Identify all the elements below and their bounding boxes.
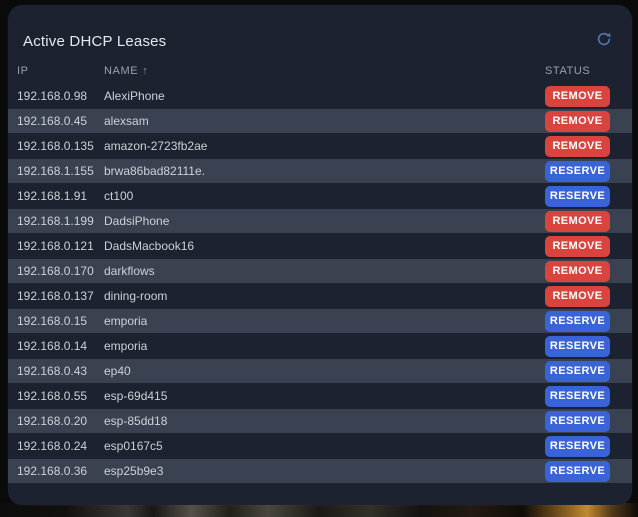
dhcp-leases-panel: Active DHCP Leases IP NAME ↑ STATUS 192.1… <box>8 5 632 505</box>
lease-name: esp-85dd18 <box>104 414 168 428</box>
lease-ip: 192.168.0.20 <box>17 414 88 428</box>
table-row: 192.168.0.137 dining-room REMOVE <box>8 284 632 308</box>
lease-status-cell: RESERVE <box>545 335 610 357</box>
remove-button[interactable]: REMOVE <box>545 285 610 307</box>
lease-ip: 192.168.0.24 <box>17 439 88 453</box>
remove-button[interactable]: REMOVE <box>545 235 610 257</box>
lease-status-cell: REMOVE <box>545 85 610 107</box>
lease-name: alexsam <box>104 114 149 128</box>
lease-ip: 192.168.1.199 <box>17 214 94 228</box>
lease-ip: 192.168.1.155 <box>17 164 94 178</box>
table-row: 192.168.0.121 DadsMacbook16 REMOVE <box>8 234 632 258</box>
leases-table: 192.168.0.98 AlexiPhone REMOVE 192.168.0… <box>8 83 632 485</box>
reserve-button[interactable]: RESERVE <box>545 460 610 482</box>
remove-button[interactable]: REMOVE <box>545 260 610 282</box>
reserve-button[interactable]: RESERVE <box>545 160 610 182</box>
table-row: 192.168.0.45 alexsam REMOVE <box>8 109 632 133</box>
table-row: 192.168.1.91 ct100 RESERVE <box>8 184 632 208</box>
lease-name: ep40 <box>104 364 131 378</box>
column-header-ip[interactable]: IP <box>17 65 29 77</box>
remove-button[interactable]: REMOVE <box>545 210 610 232</box>
desktop-background-strip <box>0 503 638 517</box>
lease-ip: 192.168.0.98 <box>17 89 88 103</box>
reserve-button[interactable]: RESERVE <box>545 385 610 407</box>
lease-name: emporia <box>104 339 148 353</box>
table-row: 192.168.0.36 esp25b9e3 RESERVE <box>8 459 632 483</box>
refresh-icon[interactable] <box>596 31 612 47</box>
remove-button[interactable]: REMOVE <box>545 85 610 107</box>
table-row: 192.168.0.43 ep40 RESERVE <box>8 359 632 383</box>
remove-button[interactable]: REMOVE <box>545 135 610 157</box>
lease-status-cell: REMOVE <box>545 135 610 157</box>
lease-name: brwa86bad82111e. <box>104 164 205 178</box>
remove-button[interactable]: REMOVE <box>545 110 610 132</box>
reserve-button[interactable]: RESERVE <box>545 310 610 332</box>
lease-status-cell: REMOVE <box>545 110 610 132</box>
lease-name: esp-69d415 <box>104 389 168 403</box>
lease-ip: 192.168.0.121 <box>17 239 94 253</box>
reserve-button[interactable]: RESERVE <box>545 360 610 382</box>
lease-status-cell: RESERVE <box>545 310 610 332</box>
reserve-button[interactable]: RESERVE <box>545 335 610 357</box>
lease-ip: 192.168.0.55 <box>17 389 88 403</box>
lease-name: esp0167c5 <box>104 439 163 453</box>
table-row: 192.168.1.155 brwa86bad82111e. RESERVE <box>8 159 632 183</box>
lease-name: dining-room <box>104 289 168 303</box>
lease-ip: 192.168.0.45 <box>17 114 88 128</box>
table-row: 192.168.0.170 darkflows REMOVE <box>8 259 632 283</box>
table-row: 192.168.0.135 amazon-2723fb2ae REMOVE <box>8 134 632 158</box>
sort-ascending-icon: ↑ <box>142 65 149 77</box>
lease-status-cell: RESERVE <box>545 160 610 182</box>
lease-status-cell: REMOVE <box>545 285 610 307</box>
lease-name: DadsMacbook16 <box>104 239 195 253</box>
table-row: 192.168.0.14 emporia RESERVE <box>8 334 632 358</box>
lease-status-cell: RESERVE <box>545 435 610 457</box>
lease-status-cell: RESERVE <box>545 360 610 382</box>
lease-ip: 192.168.1.91 <box>17 189 88 203</box>
lease-ip: 192.168.0.43 <box>17 364 88 378</box>
lease-name: AlexiPhone <box>104 89 165 103</box>
lease-ip: 192.168.0.15 <box>17 314 88 328</box>
lease-status-cell: REMOVE <box>545 260 610 282</box>
table-row: 192.168.0.24 esp0167c5 RESERVE <box>8 434 632 458</box>
reserve-button[interactable]: RESERVE <box>545 410 610 432</box>
table-row: 192.168.0.98 AlexiPhone REMOVE <box>8 84 632 108</box>
lease-ip: 192.168.0.36 <box>17 464 88 478</box>
reserve-button[interactable]: RESERVE <box>545 185 610 207</box>
lease-name: emporia <box>104 314 148 328</box>
reserve-button[interactable]: RESERVE <box>545 435 610 457</box>
lease-name: darkflows <box>104 264 155 278</box>
lease-name: ct100 <box>104 189 134 203</box>
panel-title: Active DHCP Leases <box>23 33 167 50</box>
lease-ip: 192.168.0.170 <box>17 264 94 278</box>
table-row: 192.168.0.20 esp-85dd18 RESERVE <box>8 409 632 433</box>
lease-ip: 192.168.0.135 <box>17 139 94 153</box>
lease-status-cell: RESERVE <box>545 185 610 207</box>
table-row: 192.168.1.199 DadsiPhone REMOVE <box>8 209 632 233</box>
lease-status-cell: REMOVE <box>545 210 610 232</box>
lease-status-cell: RESERVE <box>545 460 610 482</box>
table-row: 192.168.0.55 esp-69d415 RESERVE <box>8 384 632 408</box>
lease-status-cell: RESERVE <box>545 385 610 407</box>
lease-status-cell: REMOVE <box>545 235 610 257</box>
lease-name: amazon-2723fb2ae <box>104 139 208 153</box>
table-header-row: IP NAME ↑ STATUS <box>8 65 632 83</box>
table-row: 192.168.0.15 emporia RESERVE <box>8 309 632 333</box>
lease-ip: 192.168.0.137 <box>17 289 94 303</box>
lease-ip: 192.168.0.14 <box>17 339 88 353</box>
lease-name: esp25b9e3 <box>104 464 164 478</box>
lease-name: DadsiPhone <box>104 214 170 228</box>
column-header-status[interactable]: STATUS <box>545 65 591 77</box>
lease-status-cell: RESERVE <box>545 410 610 432</box>
column-header-name[interactable]: NAME ↑ <box>104 65 149 77</box>
